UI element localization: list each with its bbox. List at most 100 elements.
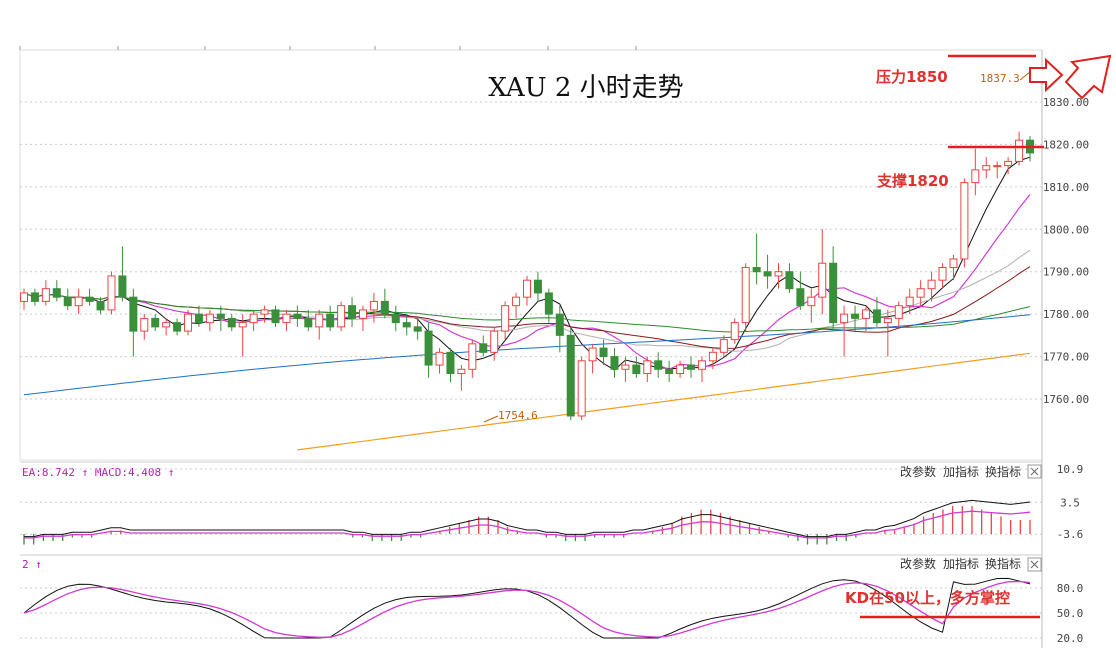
candle-body — [304, 317, 313, 328]
high-price-label: 1837.3 — [980, 72, 1020, 85]
candle-body — [610, 356, 619, 370]
candle-body — [916, 288, 925, 298]
candle-body — [523, 279, 531, 298]
candle-body — [949, 258, 958, 268]
candle-body — [501, 305, 510, 332]
candle-body — [402, 322, 411, 328]
resistance-label: 压力1850 — [876, 68, 948, 86]
top-time-ticks — [19, 46, 637, 50]
kd-change-params-button[interactable]: 改参数 — [900, 556, 936, 571]
candle-body — [1004, 160, 1013, 167]
kd-lines — [23, 577, 1031, 639]
candle-body — [763, 271, 772, 277]
candle-body — [774, 271, 783, 277]
candle-body — [861, 309, 870, 319]
candle-body — [184, 313, 193, 332]
macd-grid: 10.9 3.5 -3.6 — [20, 463, 1083, 541]
candle-body — [621, 364, 630, 370]
candle-body — [293, 313, 302, 319]
candle-body — [687, 364, 696, 370]
candle-body — [249, 313, 258, 324]
candle-body — [20, 292, 28, 302]
candle-body — [982, 165, 991, 171]
candle-body — [544, 292, 553, 315]
candle-body — [391, 313, 400, 324]
candle-body — [883, 317, 892, 324]
switch-indicator-button[interactable]: 换指标 — [985, 464, 1021, 479]
kd-tick-label: 50.0 — [1057, 607, 1084, 620]
candle-body — [599, 347, 608, 358]
candle-body — [315, 313, 324, 328]
candle-body — [555, 313, 564, 336]
main-grid: 1830.00 1820.00 1810.00 1800.00 1790.00 1780.… — [20, 96, 1089, 406]
kd-annotation: KD在50以上，多方掌控 — [845, 589, 1010, 607]
candle-body — [632, 364, 641, 375]
candle-body — [643, 360, 652, 375]
macd-tick-label: -3.6 — [1057, 528, 1084, 541]
low-price-label: 1754.6 — [498, 409, 538, 422]
candle-body — [140, 317, 149, 332]
kd-label: 2 ↑ — [22, 558, 42, 571]
change-params-button[interactable]: 改参数 — [900, 464, 936, 479]
candle-body — [162, 322, 171, 328]
candle-body — [905, 296, 914, 307]
candle-body — [129, 296, 138, 332]
candle-body — [107, 275, 116, 311]
candle-body — [730, 322, 739, 341]
candle-body — [151, 317, 160, 328]
ma60-line — [23, 292, 1031, 333]
candle-body — [380, 300, 389, 315]
candle-body — [927, 279, 936, 290]
candle-body — [851, 313, 860, 319]
kd-switch-indicator-button[interactable]: 换指标 — [985, 556, 1021, 571]
candle-body — [708, 351, 717, 362]
candle-body — [566, 334, 575, 417]
candle-body — [63, 296, 72, 307]
candle-body — [894, 305, 903, 319]
candle-body — [971, 169, 980, 184]
candle-body — [533, 279, 542, 294]
ma10-line — [23, 194, 1031, 370]
macd-tick-label: 10.9 — [1057, 463, 1084, 476]
candle-body — [216, 313, 225, 319]
macd-histogram — [23, 499, 1031, 545]
candle-body — [369, 300, 378, 311]
candle-body — [697, 360, 706, 370]
candle-body — [205, 313, 214, 324]
candle-body — [173, 322, 182, 332]
candle-body — [424, 330, 433, 366]
candle-body — [960, 182, 969, 260]
macd-dif-line — [24, 499, 1031, 538]
candle-body — [74, 296, 83, 307]
y-tick-label: 1770.00 — [1043, 351, 1089, 364]
add-indicator-button[interactable]: 加指标 — [943, 464, 979, 479]
low-price-pointer — [483, 415, 499, 423]
candle-body — [260, 309, 269, 315]
candle-body — [468, 343, 477, 370]
candle-body — [512, 296, 521, 307]
y-tick-label: 1790.00 — [1043, 266, 1089, 279]
candle-body — [665, 368, 674, 375]
candle-body — [1015, 139, 1024, 162]
kd-add-indicator-button[interactable]: 加指标 — [943, 556, 979, 571]
candle-body — [829, 262, 838, 324]
candle-body — [479, 343, 488, 353]
candle-body — [446, 351, 455, 375]
y-tick-label: 1800.00 — [1043, 223, 1089, 236]
candle-body — [785, 271, 794, 290]
candle-body — [796, 288, 805, 307]
kd-tick-label: 20.0 — [1057, 632, 1084, 645]
candle-body — [96, 300, 105, 311]
right-arrow-icon — [1029, 57, 1064, 93]
candle-body — [337, 305, 346, 328]
candle-body — [413, 326, 422, 332]
candle-body — [118, 275, 127, 298]
macd-toolbar: 改参数 加指标 换指标 — [900, 464, 1042, 479]
candle-body — [654, 360, 663, 370]
candle-body — [358, 309, 367, 319]
candle-body — [719, 339, 728, 353]
candle-body — [326, 313, 335, 328]
candle-body — [872, 309, 881, 324]
candle-body — [227, 317, 236, 328]
